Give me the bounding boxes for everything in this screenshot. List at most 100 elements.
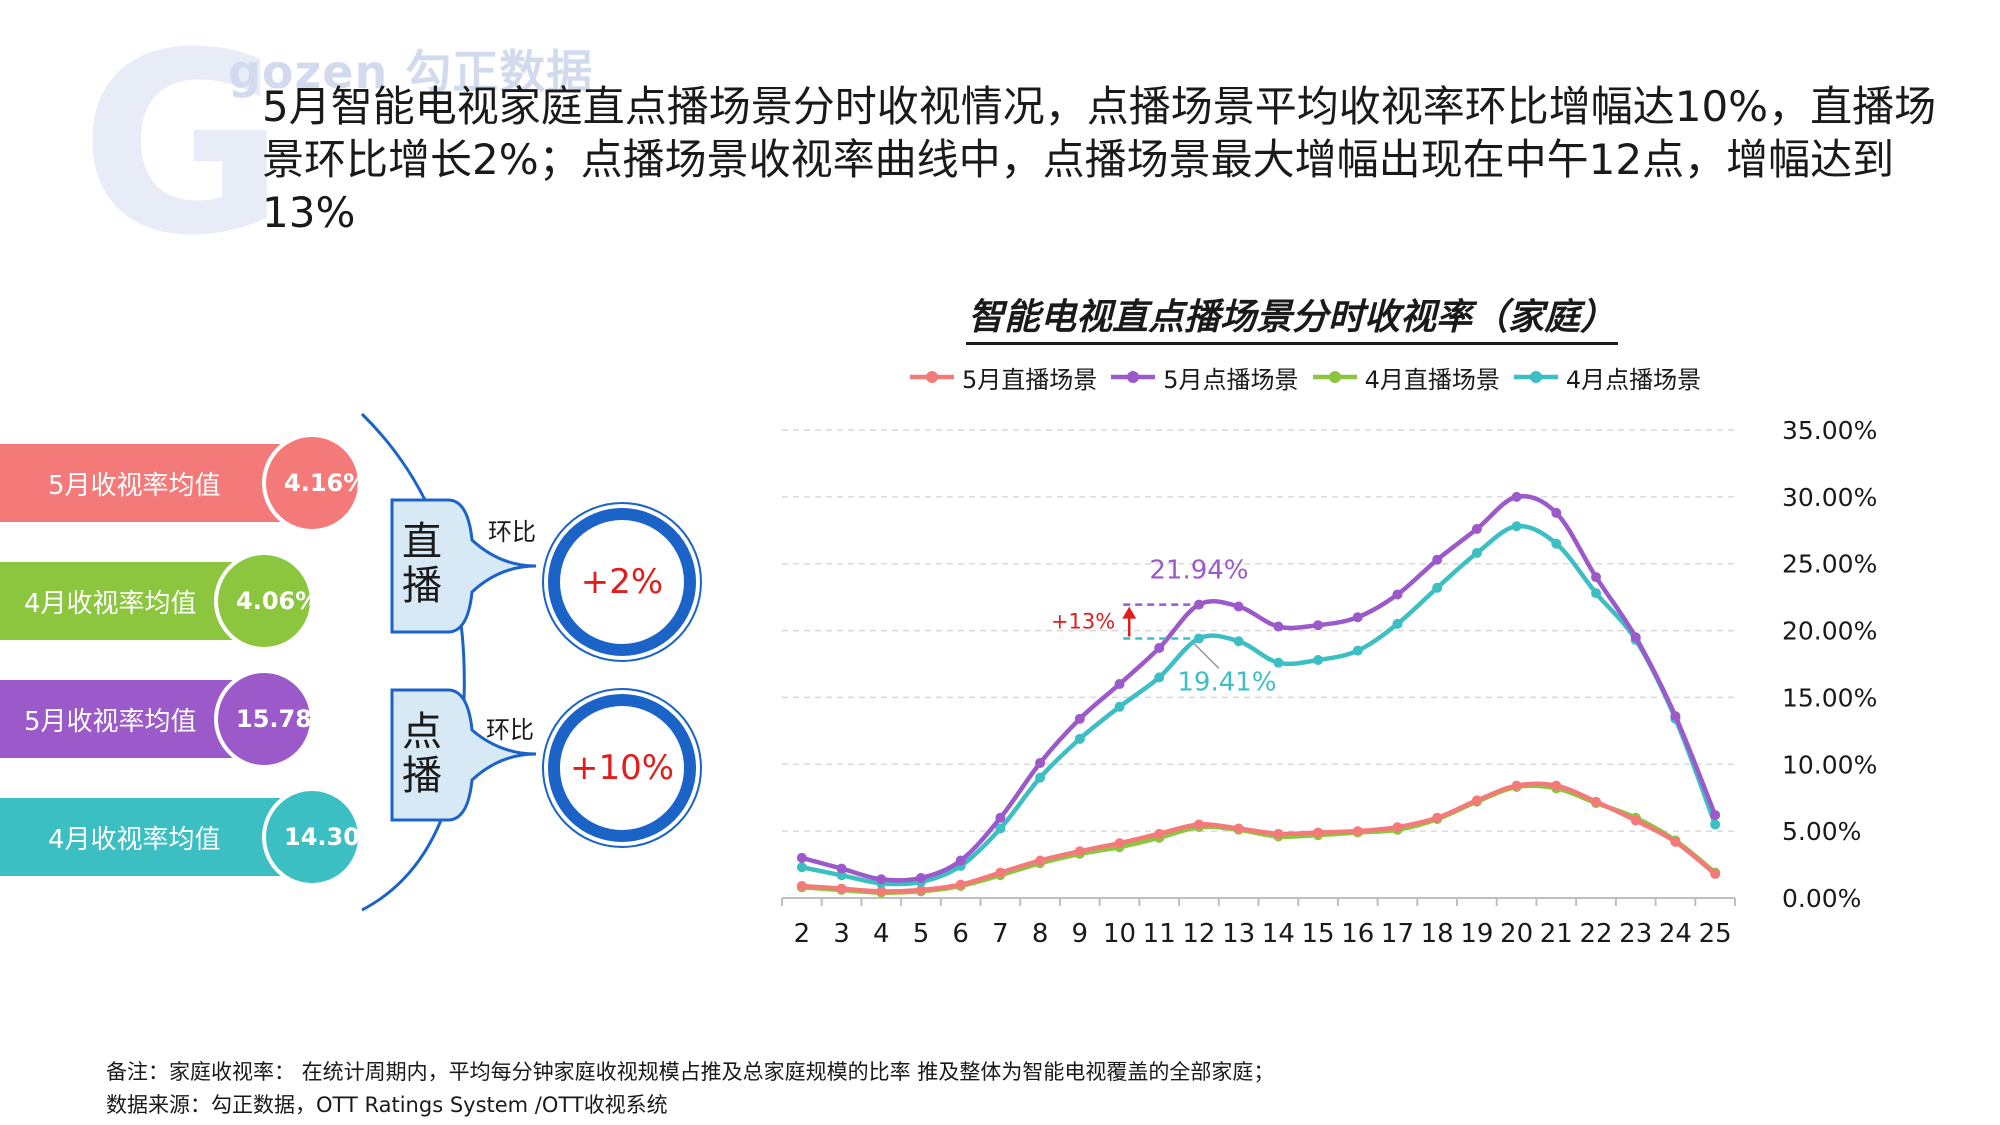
x-tick-label: 4 — [873, 919, 890, 949]
ratio-label-vod: 环比 — [486, 716, 534, 744]
pill-value: 15.78% — [214, 669, 314, 769]
series-point — [915, 872, 926, 883]
x-tick-label: 6 — [952, 919, 969, 949]
series-point — [1511, 521, 1522, 532]
peak-may-label: 21.94% — [1149, 556, 1248, 586]
series-point — [1670, 711, 1681, 722]
pill-label: 4月收视率均值 — [24, 588, 197, 619]
series-point — [1591, 588, 1602, 599]
chart-title: 智能电视直点播场景分时收视率（家庭） — [966, 288, 1619, 345]
series-point — [1392, 589, 1403, 600]
peak-apr-label: 19.41% — [1177, 667, 1276, 697]
series-point — [1154, 672, 1165, 683]
summary-pill-may-vod: 5月收视率均值 15.78% — [0, 669, 314, 769]
series-point — [1352, 826, 1363, 837]
series-point — [1114, 838, 1125, 849]
x-tick-label: 25 — [1699, 919, 1732, 949]
footer-note: 备注：家庭收视率： 在统计周期内，平均每分钟家庭收视规模占推及总家庭规模的比率 … — [106, 1060, 1275, 1084]
chart-legend: 5月直播场景 5月点播场景 4月直播场景 4月点播场景 — [908, 360, 1713, 395]
series-point — [1233, 823, 1244, 834]
series-point — [836, 883, 847, 894]
y-tick-label: 20.00% — [1782, 617, 1877, 646]
pill-label: 5月收视率均值 — [48, 470, 221, 501]
x-tick-label: 5 — [913, 919, 930, 949]
ratio-label-live: 环比 — [488, 518, 536, 546]
x-tick-label: 14 — [1262, 919, 1295, 949]
series-point — [1432, 554, 1443, 565]
series-point — [1313, 620, 1324, 631]
series-point — [1710, 810, 1721, 821]
headline: 5月智能电视家庭直点播场景分时收视情况，点播场景平均收视率环比增幅达10%，直播… — [262, 82, 1937, 237]
x-tick-label: 10 — [1103, 919, 1136, 949]
series-point — [1233, 601, 1244, 612]
increase-arrow-head — [1122, 606, 1137, 619]
series-point — [1114, 701, 1125, 712]
legend-item: 4月点播场景 — [1512, 360, 1701, 395]
peak-apr-leader — [1192, 641, 1220, 669]
series-point — [955, 879, 966, 890]
series-point — [995, 823, 1006, 834]
x-tick-label: 9 — [1072, 919, 1089, 949]
x-tick-label: 17 — [1381, 919, 1414, 949]
legend-swatch — [1513, 371, 1558, 383]
y-tick-label: 30.00% — [1782, 483, 1877, 512]
series-point — [1591, 572, 1602, 583]
series-point — [1471, 548, 1482, 559]
series-point — [1352, 612, 1363, 623]
series-point — [1035, 757, 1046, 768]
y-tick-label: 25.00% — [1782, 550, 1877, 579]
legend-label: 5月点播场景 — [1163, 365, 1299, 394]
series-point — [955, 855, 966, 866]
legend-item: 5月直播场景 — [908, 360, 1097, 395]
pill-value: 14.30% — [262, 787, 362, 887]
x-tick-label: 3 — [833, 919, 850, 949]
series-point — [1035, 855, 1046, 866]
x-tick-label: 23 — [1619, 919, 1652, 949]
series-point — [1392, 618, 1403, 629]
footer-source: 数据来源：勾正数据，OTT Ratings System /OTT收视系统 — [106, 1093, 668, 1117]
series-point — [1114, 679, 1125, 690]
y-tick-label: 35.00% — [1782, 416, 1877, 445]
series-point — [1193, 819, 1204, 830]
series-point — [1710, 868, 1721, 879]
x-tick-label: 16 — [1341, 919, 1374, 949]
y-tick-label: 0.00% — [1782, 884, 1861, 913]
legend-label: 5月直播场景 — [962, 365, 1098, 394]
vod-box-label: 点播 — [402, 709, 442, 799]
x-tick-label: 8 — [1032, 919, 1049, 949]
series-point — [1074, 713, 1085, 724]
series-point — [1273, 828, 1284, 839]
x-tick-label: 13 — [1222, 919, 1255, 949]
x-tick-label: 11 — [1143, 919, 1176, 949]
increase-label: +13% — [1051, 610, 1115, 634]
series-point — [1035, 772, 1046, 783]
series-point — [1630, 632, 1641, 643]
series-point — [1154, 828, 1165, 839]
legend-swatch — [1111, 371, 1156, 383]
series-point — [995, 812, 1006, 823]
x-tick-label: 2 — [794, 919, 811, 949]
x-tick-label: 15 — [1302, 919, 1335, 949]
series-point — [876, 886, 887, 897]
series-point — [836, 863, 847, 874]
pill-value: 4.06% — [214, 551, 314, 651]
series-point — [1432, 582, 1443, 593]
series-point — [915, 884, 926, 895]
x-tick-label: 19 — [1460, 919, 1493, 949]
series-point — [1710, 819, 1721, 830]
series-point — [796, 880, 807, 891]
series-point — [1591, 796, 1602, 807]
series-point — [1313, 654, 1324, 665]
legend-item: 4月直播场景 — [1311, 360, 1500, 395]
y-tick-label: 5.00% — [1782, 817, 1861, 846]
series-point — [1233, 636, 1244, 647]
legend-item: 5月点播场景 — [1109, 360, 1299, 395]
pill-label: 5月收视率均值 — [24, 706, 197, 737]
series-point — [1471, 795, 1482, 806]
x-tick-label: 7 — [992, 919, 1009, 949]
logo-g: G — [80, 0, 286, 290]
x-tick-label: 12 — [1182, 919, 1215, 949]
series-point — [1551, 538, 1562, 549]
x-tick-label: 18 — [1421, 919, 1454, 949]
